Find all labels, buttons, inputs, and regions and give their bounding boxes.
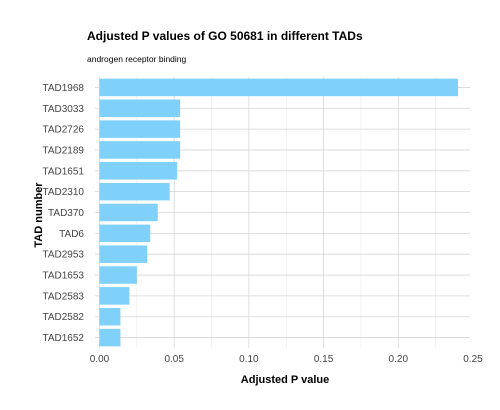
x-tick-label: 0.05 — [164, 354, 184, 365]
x-tick-label: 0.15 — [314, 354, 334, 365]
bar-tad2583 — [99, 287, 130, 305]
y-tick-label: TAD2582 — [42, 312, 84, 323]
y-tick-label: TAD1651 — [42, 166, 84, 177]
y-tick-label: TAD2953 — [42, 250, 84, 261]
bar-tad1653 — [99, 266, 137, 284]
x-axis-label: Adjusted P value — [241, 374, 329, 386]
bar-tad1652 — [99, 328, 121, 347]
y-tick-label: TAD2726 — [42, 125, 84, 136]
bar-tad1968 — [99, 78, 459, 97]
y-axis-label: TAD number — [33, 182, 45, 248]
y-tick-label: TAD1968 — [42, 83, 84, 94]
x-tick-label: 0.10 — [239, 354, 259, 365]
y-tick-label: TAD3033 — [42, 104, 84, 115]
chart-title: Adjusted P values of GO 50681 in differe… — [87, 29, 363, 43]
bar-tad2953 — [99, 245, 148, 263]
bar-tad1651 — [99, 162, 178, 180]
bar-tad2726 — [99, 120, 181, 138]
bar-tad2189 — [99, 141, 181, 159]
y-tick-label: TAD2583 — [42, 291, 84, 302]
bar-tad3033 — [99, 99, 181, 118]
x-tick-label: 0.25 — [463, 354, 483, 365]
x-tick-labels: 0.00 0.05 0.10 0.15 0.20 0.25 — [90, 354, 483, 365]
y-tick-label: TAD370 — [48, 208, 84, 219]
x-tick-label: 0.00 — [90, 354, 110, 365]
bar-tad370 — [99, 203, 158, 222]
y-tick-label: TAD2310 — [42, 187, 84, 198]
y-tick-label: TAD1652 — [42, 333, 84, 344]
x-tick-label: 0.20 — [389, 354, 409, 365]
bars — [99, 78, 459, 347]
bar-tad2582 — [99, 307, 121, 326]
y-tick-label: TAD2189 — [42, 145, 84, 156]
y-tick-label: TAD1653 — [42, 271, 84, 282]
y-tick-label: TAD6 — [59, 229, 84, 240]
bar-tad6 — [99, 224, 151, 243]
y-tick-labels: TAD1968 TAD3033 TAD2726 TAD2189 TAD1651 TAD23… — [42, 83, 84, 344]
bar-tad2310 — [99, 182, 170, 201]
chart-subtitle: androgen receptor binding — [87, 54, 187, 64]
